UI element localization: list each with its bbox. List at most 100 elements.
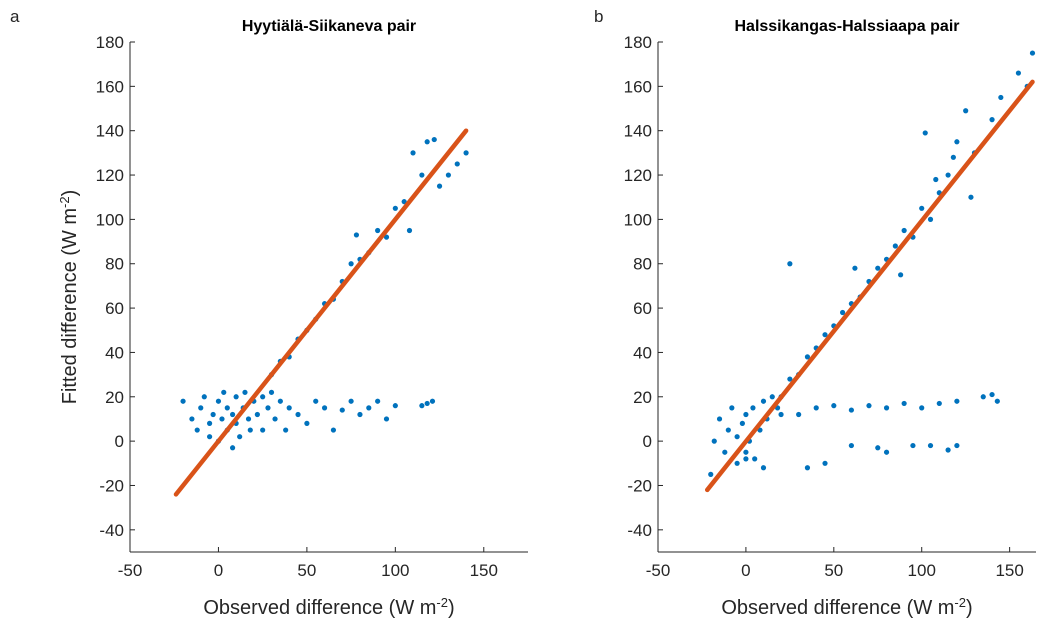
axis-label-part: -2	[436, 595, 448, 610]
data-point	[743, 411, 749, 418]
data-point	[822, 332, 828, 338]
data-point	[954, 398, 960, 404]
data-point	[189, 416, 195, 422]
data-point	[848, 407, 854, 413]
data-point	[424, 139, 430, 145]
data-point	[221, 389, 227, 395]
data-point	[277, 398, 283, 404]
data-point	[787, 376, 793, 382]
data-point	[769, 394, 775, 400]
x-tick-label: -50	[646, 561, 671, 580]
data-point	[260, 394, 266, 400]
data-point	[866, 403, 872, 409]
y-tick-label: 80	[633, 255, 652, 274]
data-point	[410, 150, 416, 156]
data-point	[875, 265, 881, 271]
data-point	[366, 405, 372, 411]
axis-label: Fitted difference (W m-2)	[57, 190, 82, 405]
data-point	[927, 442, 934, 449]
y-tick-label: 100	[624, 210, 652, 229]
y-tick-label: 0	[115, 432, 124, 451]
y-tick-label: 180	[96, 33, 124, 52]
data-point	[237, 434, 243, 440]
data-point	[933, 176, 939, 183]
x-tick-label: 150	[995, 561, 1023, 580]
data-point	[848, 442, 854, 449]
data-point	[375, 398, 381, 404]
x-tick-label: 150	[470, 561, 498, 580]
y-tick-label: 40	[633, 343, 652, 362]
data-point	[207, 420, 213, 426]
axis-label-part: )	[966, 597, 973, 619]
data-point	[743, 456, 749, 462]
data-point	[180, 398, 186, 404]
axis-label: Observed difference (W m-2)	[203, 595, 454, 620]
x-tick-label: -50	[118, 561, 143, 580]
data-point	[945, 447, 951, 453]
fit-line	[173, 128, 469, 497]
y-tick-label: 80	[105, 255, 124, 274]
axis-label-part: Observed difference (W m	[721, 597, 954, 619]
data-point	[927, 216, 934, 222]
data-point	[431, 136, 437, 143]
data-point	[383, 416, 390, 422]
axis-label-part: Observed difference (W m	[203, 597, 436, 619]
data-point	[401, 199, 407, 205]
chart-title: Halssikangas-Halssiaapa pair	[734, 18, 959, 35]
data-point	[224, 405, 230, 411]
data-point	[739, 420, 745, 426]
data-point	[1029, 50, 1036, 56]
data-point	[752, 456, 758, 462]
data-point	[357, 411, 363, 418]
data-point	[419, 403, 425, 409]
data-point	[954, 139, 960, 145]
data-point	[716, 416, 723, 422]
data-point	[229, 411, 236, 418]
y-tick-label: 180	[624, 33, 652, 52]
x-tick-label: 50	[297, 561, 316, 580]
data-point	[743, 449, 749, 455]
axis-label-part: )	[59, 190, 81, 197]
data-point	[760, 465, 767, 471]
data-point	[339, 407, 345, 413]
y-tick-label: -40	[99, 521, 124, 540]
data-point	[919, 405, 925, 411]
data-point	[198, 405, 204, 411]
data-point	[233, 394, 239, 400]
data-point	[711, 438, 717, 444]
data-point	[313, 398, 319, 404]
data-point	[429, 398, 436, 404]
data-point	[901, 400, 907, 407]
data-point	[304, 420, 310, 426]
data-point	[750, 405, 756, 411]
data-point	[708, 471, 714, 477]
data-point	[265, 405, 271, 411]
data-point	[910, 442, 916, 449]
data-point	[268, 389, 275, 395]
data-point	[215, 398, 222, 404]
data-point	[734, 460, 740, 466]
data-point	[348, 398, 354, 404]
y-tick-label: 140	[96, 122, 124, 141]
data-point	[950, 154, 956, 160]
data-point	[760, 398, 767, 404]
data-point	[883, 449, 890, 455]
axis-label-part: -2	[954, 595, 966, 610]
data-point	[734, 434, 740, 440]
data-point	[245, 416, 252, 422]
data-point	[945, 172, 951, 178]
data-point	[968, 194, 974, 200]
data-point	[898, 272, 904, 278]
data-point	[283, 427, 289, 433]
data-point	[954, 442, 960, 449]
y-tick-label: 140	[624, 122, 652, 141]
data-point	[201, 394, 207, 400]
fit-line	[704, 79, 1035, 493]
data-point	[787, 261, 793, 267]
data-point	[383, 234, 390, 240]
data-point	[445, 172, 451, 178]
data-point	[463, 150, 469, 156]
data-point	[295, 411, 301, 418]
data-point	[725, 427, 731, 433]
x-tick-label: 100	[381, 561, 409, 580]
